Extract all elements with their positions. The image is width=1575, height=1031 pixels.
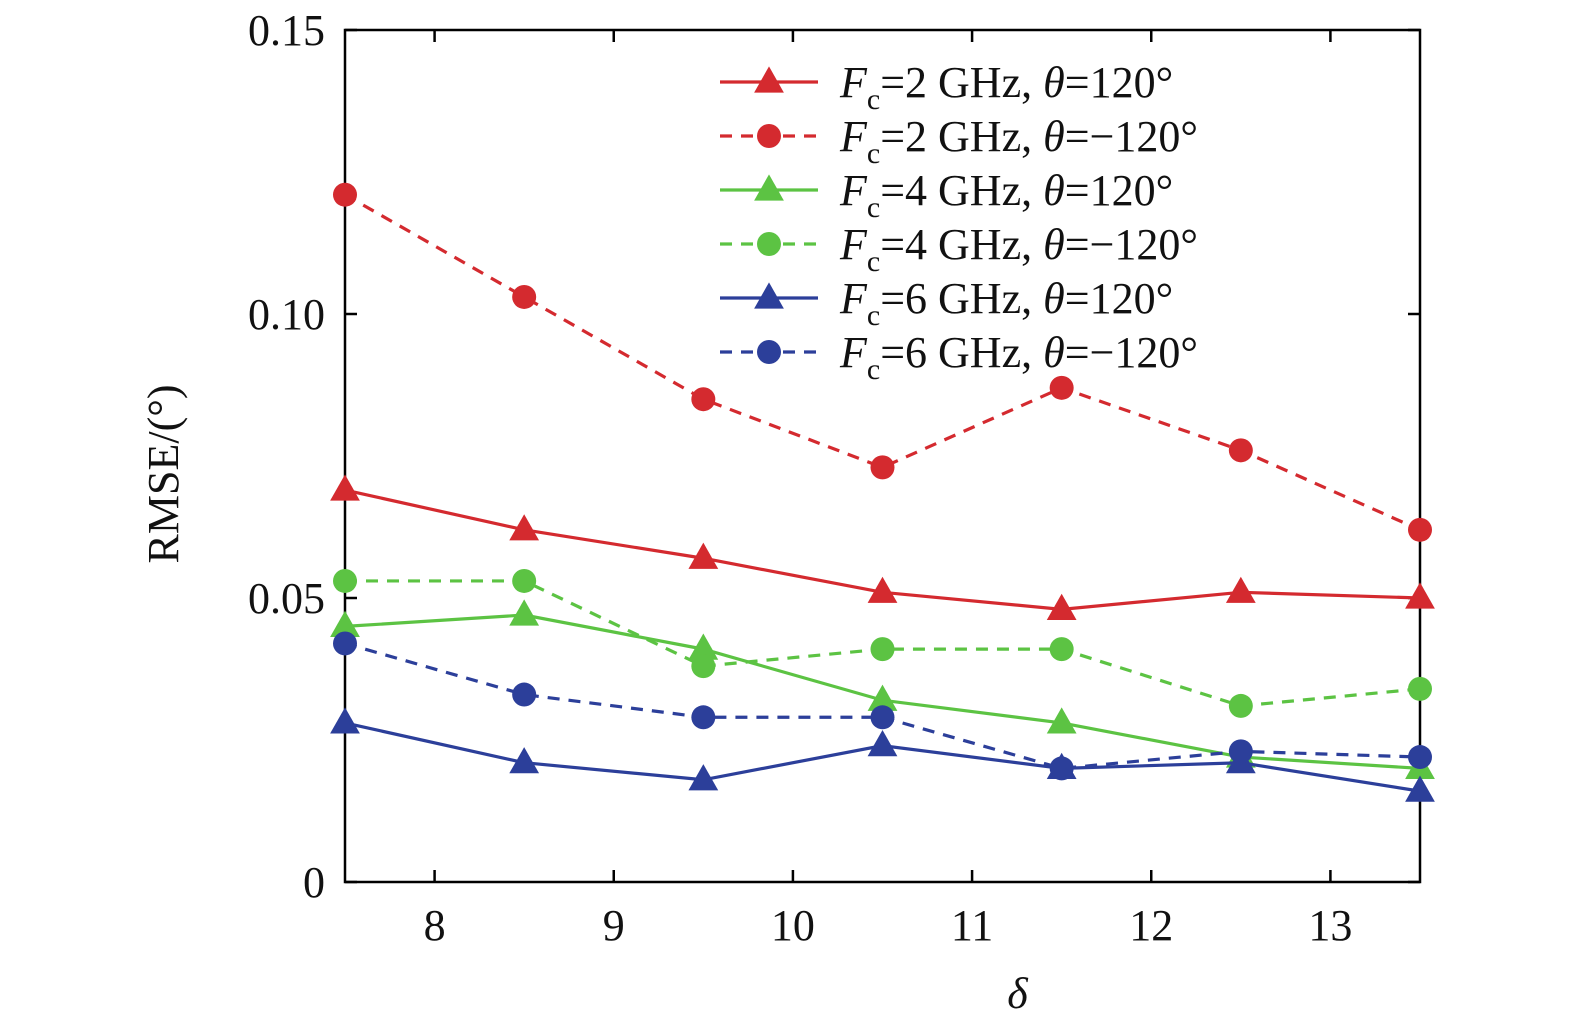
y-tick-label: 0 bbox=[303, 858, 325, 907]
legend-entry: Fc=2 GHz, θ=120° bbox=[720, 58, 1173, 116]
legend-marker bbox=[757, 124, 781, 148]
y-tick-label: 0.15 bbox=[248, 6, 325, 55]
data-point bbox=[691, 654, 716, 679]
y-axis-label: RMSE/(°) bbox=[139, 385, 188, 564]
data-point bbox=[512, 568, 537, 593]
data-point bbox=[1228, 739, 1253, 764]
data-point bbox=[330, 474, 360, 501]
data-point bbox=[509, 599, 540, 626]
legend: Fc=2 GHz, θ=120°Fc=2 GHz, θ=−120°Fc=4 GH… bbox=[720, 58, 1198, 386]
y-tick-label: 0.10 bbox=[248, 290, 325, 339]
data-point bbox=[1049, 756, 1074, 781]
x-tick-label: 13 bbox=[1308, 901, 1352, 950]
legend-label: Fc=2 GHz, θ=−120° bbox=[839, 112, 1198, 170]
legend-label: Fc=6 GHz, θ=120° bbox=[839, 274, 1173, 332]
legend-label: Fc=4 GHz, θ=−120° bbox=[839, 220, 1198, 278]
legend-marker bbox=[757, 232, 781, 256]
data-point bbox=[333, 568, 357, 593]
axis-ticks: 8 9 10 11 12 13 0 0.05 0.10 0.15 bbox=[248, 6, 1420, 950]
data-point bbox=[333, 182, 357, 207]
data-point bbox=[691, 387, 716, 412]
data-point bbox=[1408, 676, 1432, 701]
legend-marker bbox=[757, 340, 781, 364]
data-point bbox=[509, 747, 540, 774]
data-point bbox=[688, 764, 719, 791]
legend-entry: Fc=6 GHz, θ=120° bbox=[720, 274, 1173, 332]
data-point bbox=[512, 682, 537, 707]
data-point bbox=[1408, 517, 1432, 542]
x-tick-label: 9 bbox=[603, 901, 625, 950]
x-tick-label: 8 bbox=[424, 901, 446, 950]
data-point bbox=[870, 455, 895, 480]
legend-entry: Fc=2 GHz, θ=−120° bbox=[720, 112, 1198, 170]
legend-marker bbox=[754, 282, 784, 309]
data-point bbox=[1405, 775, 1435, 802]
data-point bbox=[1049, 637, 1074, 662]
data-point bbox=[1046, 707, 1077, 734]
data-point bbox=[870, 637, 895, 662]
series-2 bbox=[333, 182, 1432, 542]
series-6 bbox=[333, 631, 1432, 781]
x-axis-label: δ bbox=[1007, 969, 1029, 1018]
data-point bbox=[1049, 375, 1074, 400]
data-point bbox=[867, 576, 898, 603]
series-4 bbox=[333, 568, 1432, 718]
data-point bbox=[1046, 593, 1077, 620]
legend-label: Fc=2 GHz, θ=120° bbox=[839, 58, 1173, 116]
data-point bbox=[512, 284, 537, 309]
legend-marker bbox=[754, 174, 784, 201]
data-point bbox=[1228, 693, 1253, 718]
legend-marker bbox=[754, 66, 784, 93]
data-point bbox=[333, 631, 357, 656]
series-1 bbox=[330, 474, 1435, 620]
legend-entry: Fc=4 GHz, θ=−120° bbox=[720, 220, 1198, 278]
data-point bbox=[867, 684, 898, 711]
data-point bbox=[688, 633, 719, 660]
data-point bbox=[1228, 438, 1253, 463]
legend-entry: Fc=4 GHz, θ=120° bbox=[720, 166, 1173, 224]
y-tick-label: 0.05 bbox=[248, 574, 325, 623]
legend-label: Fc=6 GHz, θ=−120° bbox=[839, 328, 1198, 386]
legend-label: Fc=4 GHz, θ=120° bbox=[839, 166, 1173, 224]
data-point bbox=[688, 542, 719, 569]
data-point bbox=[1405, 582, 1435, 609]
data-point bbox=[867, 730, 898, 757]
data-point bbox=[691, 705, 716, 730]
data-point bbox=[1408, 745, 1432, 770]
x-tick-label: 12 bbox=[1129, 901, 1173, 950]
data-point bbox=[1225, 576, 1256, 603]
plot-frame bbox=[343, 28, 1422, 884]
data-point bbox=[330, 610, 360, 637]
data-point bbox=[870, 705, 895, 730]
series-layer bbox=[330, 182, 1435, 802]
legend-entry: Fc=6 GHz, θ=−120° bbox=[720, 328, 1198, 386]
x-tick-label: 10 bbox=[771, 901, 815, 950]
x-tick-label: 11 bbox=[951, 901, 993, 950]
data-point bbox=[330, 707, 360, 734]
data-point bbox=[509, 514, 540, 541]
